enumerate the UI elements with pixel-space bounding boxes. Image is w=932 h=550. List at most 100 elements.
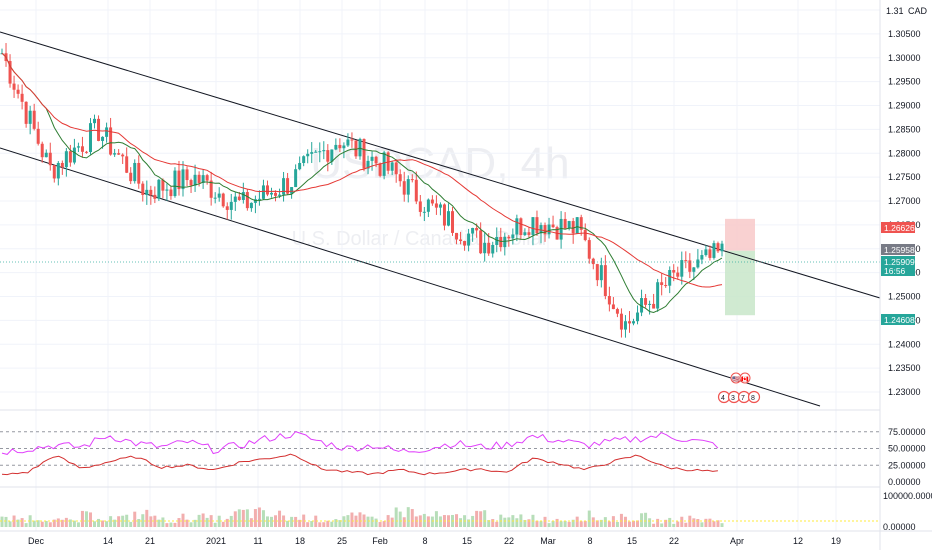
volume-bar bbox=[129, 521, 133, 527]
candle-body bbox=[495, 236, 499, 245]
volume-bar bbox=[515, 518, 519, 527]
candle-body bbox=[712, 243, 716, 258]
event-number-label: 8 bbox=[751, 395, 755, 402]
candle-body bbox=[543, 225, 547, 235]
candle-body bbox=[491, 244, 495, 254]
volume-bar bbox=[153, 515, 157, 527]
volume-bar bbox=[8, 521, 12, 527]
volume-bar bbox=[390, 517, 394, 527]
candle-body bbox=[632, 321, 636, 324]
volume-bar bbox=[358, 512, 362, 527]
time-axis-label: 18 bbox=[295, 536, 305, 546]
volume-bar bbox=[603, 517, 607, 527]
candle-body bbox=[627, 321, 631, 324]
candle-body bbox=[382, 152, 386, 176]
volume-bar bbox=[145, 509, 149, 527]
candle-body bbox=[282, 178, 286, 195]
candle-body bbox=[237, 196, 241, 200]
candle-body bbox=[688, 260, 692, 272]
volume-bar bbox=[410, 509, 414, 527]
candle-body bbox=[40, 143, 44, 158]
volume-bar bbox=[619, 513, 623, 527]
candlestick-series bbox=[0, 43, 724, 338]
volume-bar bbox=[394, 507, 398, 527]
candle-body bbox=[410, 179, 414, 181]
price-axis-tick: 1.23000 bbox=[888, 387, 921, 397]
volume-bar bbox=[704, 518, 708, 527]
candle-body bbox=[8, 61, 12, 84]
volume-bar bbox=[52, 519, 56, 527]
volume-bar bbox=[209, 515, 213, 527]
candle-body bbox=[302, 156, 306, 163]
volume-bar bbox=[382, 521, 386, 527]
volume-bar bbox=[398, 511, 402, 527]
channel-upper-line bbox=[0, 31, 881, 299]
descending-channel[interactable] bbox=[0, 31, 881, 407]
volume-bar bbox=[257, 507, 261, 527]
candle-body bbox=[16, 89, 20, 94]
time-axis[interactable]: Dec 14 21 2021 11 18 25 Feb 8 15 22 Mar 8 15 22 Apr 12 19 bbox=[28, 536, 841, 546]
candle-body bbox=[644, 298, 648, 305]
volume-bar bbox=[467, 519, 471, 527]
volume-bar bbox=[716, 520, 720, 527]
ma-fast-line bbox=[1, 52, 723, 314]
price-tag-bg bbox=[881, 265, 915, 276]
volume-bar bbox=[185, 519, 189, 527]
candle-body bbox=[298, 162, 302, 170]
volume-bar bbox=[24, 523, 28, 527]
volume-bar bbox=[720, 523, 724, 527]
candle-body bbox=[274, 192, 278, 196]
candle-body bbox=[169, 189, 173, 197]
volume-axis: 100000.00000 0.00000 bbox=[883, 491, 932, 532]
candle-body bbox=[249, 202, 253, 209]
candle-body bbox=[599, 265, 603, 281]
volume-bar bbox=[567, 521, 571, 527]
volume-bar bbox=[527, 519, 531, 527]
candle-body bbox=[261, 185, 265, 199]
volume-bar bbox=[575, 516, 579, 527]
price-tag-label: 16:56 bbox=[884, 266, 906, 276]
short-position-tool[interactable] bbox=[725, 218, 755, 316]
candle-body bbox=[438, 204, 442, 208]
candle-body bbox=[245, 192, 249, 209]
candle-body bbox=[121, 154, 125, 157]
candle-body bbox=[161, 179, 165, 191]
candle-body bbox=[342, 145, 346, 149]
volume-bar bbox=[265, 516, 269, 527]
volume-bar bbox=[286, 520, 290, 527]
volume-bar bbox=[402, 517, 406, 527]
volume-bar bbox=[636, 520, 640, 527]
volume-bar bbox=[44, 520, 48, 527]
candle-body bbox=[652, 303, 656, 309]
volume-bar bbox=[684, 522, 688, 527]
volume-bar bbox=[322, 522, 326, 527]
volume-bar bbox=[430, 516, 434, 527]
time-axis-label: 22 bbox=[669, 536, 679, 546]
candle-body bbox=[619, 313, 623, 330]
candle-body bbox=[668, 270, 672, 286]
volume-bar bbox=[495, 521, 499, 527]
candle-body bbox=[36, 128, 40, 144]
volume-bar bbox=[48, 522, 52, 527]
candle-body bbox=[430, 199, 434, 204]
ma-slow-line bbox=[1, 52, 723, 288]
volume-bar bbox=[109, 516, 113, 527]
candle-body bbox=[708, 249, 712, 258]
time-axis-label: Mar bbox=[540, 536, 556, 546]
price-tag-bg bbox=[881, 222, 915, 233]
event-flag-label: 🇨🇦 bbox=[741, 375, 749, 383]
volume-bar bbox=[664, 519, 668, 527]
volume-bar bbox=[547, 523, 551, 527]
candle-body bbox=[583, 229, 587, 241]
candle-body bbox=[93, 118, 97, 124]
candle-body bbox=[193, 174, 197, 186]
moving-averages bbox=[1, 52, 723, 314]
candle-body bbox=[479, 230, 483, 254]
volume-bar bbox=[302, 514, 306, 527]
event-badges[interactable]: 🇺🇸 🇨🇦 4 3 7 8 bbox=[717, 372, 761, 404]
volume-axis-tick: 0.00000 bbox=[883, 522, 916, 532]
price-axis-tick: 1.29500 bbox=[888, 77, 921, 87]
time-axis-label: 8 bbox=[587, 536, 592, 546]
candle-body bbox=[306, 153, 310, 157]
